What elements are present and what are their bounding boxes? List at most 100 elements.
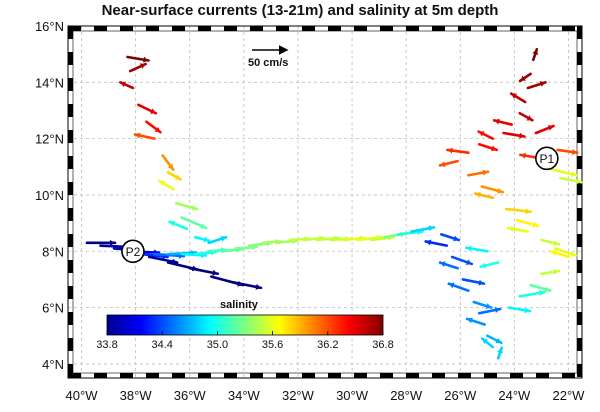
current-arrow [504, 207, 533, 215]
current-arrow [180, 216, 208, 230]
frame-segment [380, 26, 393, 31]
current-arrow [446, 147, 470, 155]
x-tick-label: 24°W [498, 388, 531, 403]
frame-segment [146, 26, 159, 31]
current-arrow [161, 154, 175, 171]
frame-segment [68, 338, 73, 351]
y-tick-label: 4°N [42, 357, 64, 372]
frame-segment [577, 26, 582, 39]
frame-segment [536, 373, 549, 378]
colorbar-gradient [106, 314, 384, 336]
frame-segment [94, 26, 107, 31]
current-arrow [438, 159, 459, 168]
current-arrow [515, 219, 540, 228]
frame-segment [250, 26, 263, 31]
frame-segment [510, 373, 523, 378]
current-arrow [166, 171, 182, 181]
station-points: P1 P2 [121, 146, 559, 264]
current-arrow [207, 235, 228, 245]
frame-segment [577, 104, 582, 117]
x-tick-label: 38°W [120, 388, 153, 403]
frame-segment [577, 338, 582, 351]
x-tick-label: 32°W [282, 388, 315, 403]
frame-segment [68, 52, 73, 65]
frame-segment [120, 26, 133, 31]
scale-arrow: 50 cm/s [248, 45, 289, 69]
frame-segment [458, 373, 471, 378]
current-arrow [480, 337, 495, 349]
x-tick-label: 22°W [553, 388, 586, 403]
frame-outer [67, 25, 583, 379]
current-arrow [126, 55, 150, 63]
frame-segment [577, 286, 582, 299]
axis-ticks: 40°W 38°W 36°W 34°W 32°W 30°W 28°W 26°W 24°W 22°W… [35, 19, 585, 403]
frame-segment [68, 130, 73, 143]
frame-segment [94, 373, 107, 378]
x-tick-label: 36°W [174, 388, 207, 403]
y-tick-label: 6°N [42, 301, 64, 316]
frame-segment [406, 373, 419, 378]
y-tick-label: 10°N [35, 188, 64, 203]
frame-segment [354, 373, 367, 378]
frame-segment [172, 26, 185, 31]
current-arrow [410, 225, 436, 233]
frame-inner [72, 30, 578, 374]
current-arrow [507, 306, 532, 314]
current-arrow [473, 191, 495, 200]
current-arrow [465, 317, 486, 326]
current-arrow [158, 179, 175, 191]
frame-segment [536, 26, 549, 31]
current-arrow [119, 81, 135, 90]
frame-segment [577, 182, 582, 195]
current-arrow [133, 132, 156, 140]
current-arrow [492, 118, 513, 126]
frame-segment [276, 373, 289, 378]
current-arrow [467, 169, 490, 177]
current-arrow [450, 255, 474, 266]
y-tick-label: 16°N [35, 19, 64, 34]
current-arrow [486, 334, 503, 345]
station-p1: P1 [535, 146, 559, 171]
current-arrow [496, 346, 503, 360]
x-tick-label: 34°W [228, 388, 261, 403]
svg-text:P2: P2 [126, 245, 141, 259]
current-arrow [518, 111, 534, 122]
current-arrow [231, 280, 263, 290]
current-arrow [477, 130, 495, 140]
frame-segment [68, 208, 73, 221]
y-tick-label: 8°N [42, 244, 64, 259]
current-arrow [465, 245, 489, 253]
grid-lines [68, 25, 582, 378]
frame-segment [120, 373, 133, 378]
colorbar-title: salinity [220, 299, 259, 311]
frame-segment [354, 26, 367, 31]
y-tick-label: 12°N [35, 132, 64, 147]
frame-segment [250, 373, 263, 378]
frame-segment [68, 312, 73, 325]
current-arrow [440, 233, 461, 242]
current-arrow [480, 185, 505, 194]
frame-segment [302, 373, 315, 378]
x-tick-label: 28°W [390, 388, 423, 403]
frame-segment [432, 373, 445, 378]
current-arrow [532, 47, 539, 62]
current-arrow [128, 62, 147, 73]
frame-segment [577, 364, 582, 377]
frame-segment [68, 364, 73, 377]
frame-segment [276, 26, 289, 31]
current-arrow [447, 282, 470, 293]
frame-segment [577, 130, 582, 143]
frame-segment [68, 260, 73, 273]
x-tick-label: 26°W [444, 388, 477, 403]
current-arrow [145, 120, 162, 134]
frame-segment [406, 26, 419, 31]
colorbar-tick-label: 36.2 [317, 339, 338, 351]
frame-segment [484, 373, 497, 378]
frame-segment [328, 26, 341, 31]
frame-segment [484, 26, 497, 31]
current-arrow [540, 238, 561, 246]
current-arrow [549, 249, 570, 259]
svg-text:P1: P1 [539, 152, 554, 166]
frame-segment [510, 26, 523, 31]
